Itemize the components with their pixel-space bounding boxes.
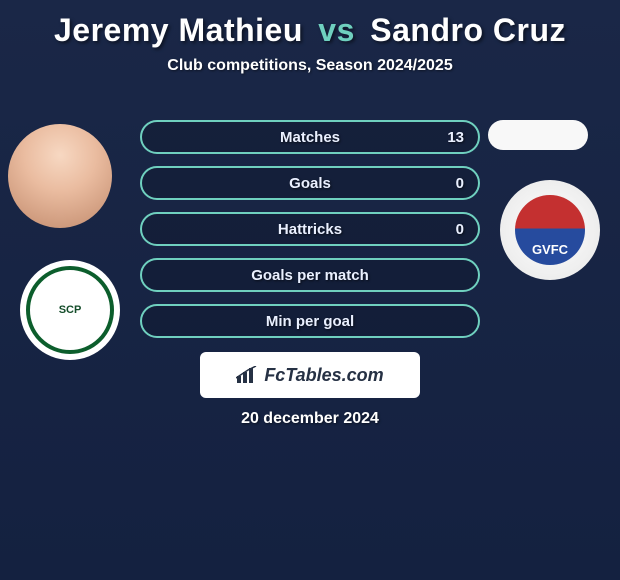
stat-right-value (450, 306, 478, 336)
player2-club-badge: GVFC (500, 180, 600, 280)
stat-right-value (450, 260, 478, 290)
player2-club-abbrev: GVFC (515, 195, 585, 265)
stat-row-goals-per-match: Goals per match (140, 258, 480, 292)
comparison-title: Jeremy Mathieu vs Sandro Cruz (0, 0, 620, 49)
stat-row-min-per-goal: Min per goal (140, 304, 480, 338)
stat-right-value: 13 (433, 122, 478, 152)
stat-label: Goals (142, 168, 478, 198)
stat-row-goals: Goals 0 (140, 166, 480, 200)
stat-right-value: 0 (442, 214, 478, 244)
player2-name: Sandro Cruz (370, 12, 566, 48)
snapshot-date: 20 december 2024 (0, 410, 620, 428)
stat-label: Goals per match (142, 260, 478, 290)
stat-right-value: 0 (442, 168, 478, 198)
stat-label: Matches (142, 122, 478, 152)
site-name: FcTables.com (264, 365, 383, 386)
subtitle: Club competitions, Season 2024/2025 (0, 57, 620, 75)
stat-row-hattricks: Hattricks 0 (140, 212, 480, 246)
player2-avatar (488, 120, 588, 150)
site-attribution: FcTables.com (200, 352, 420, 398)
vs-text: vs (318, 12, 355, 48)
stat-row-matches: Matches 13 (140, 120, 480, 154)
bar-chart-icon (236, 366, 258, 384)
stats-container: Matches 13 Goals 0 Hattricks 0 Goals per… (140, 120, 480, 350)
stat-label: Min per goal (142, 306, 478, 336)
player1-club-badge: SCP (20, 260, 120, 360)
player1-name: Jeremy Mathieu (54, 12, 303, 48)
player1-avatar (8, 124, 112, 228)
stat-label: Hattricks (142, 214, 478, 244)
